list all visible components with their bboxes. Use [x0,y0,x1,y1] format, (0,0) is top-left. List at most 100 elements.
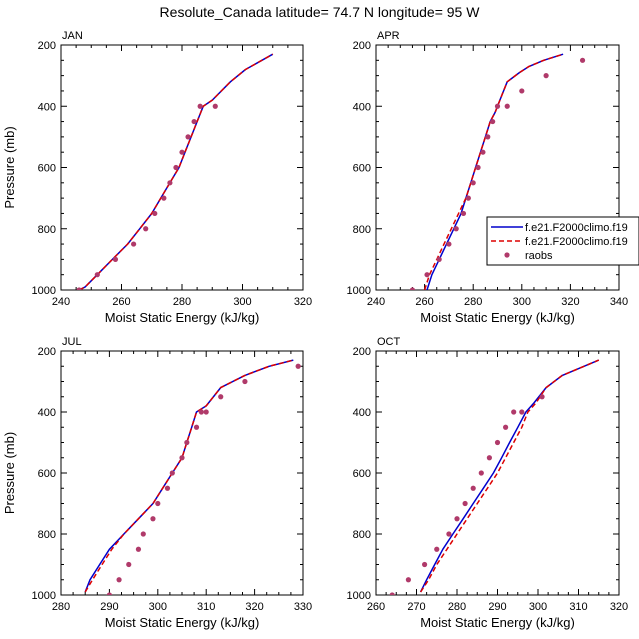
x-tick-label: 240 [52,296,70,308]
figure-title: Resolute_Canada latitude= 74.7 N longitu… [160,4,481,20]
series-group [76,53,274,290]
x-tick-label: 290 [100,601,118,613]
panel-jul: 280 290 300 310 320 330 200 400 600 800 1000 Moist … [2,336,312,630]
y-tick-label: 600 [353,468,371,480]
raob-point [295,363,301,369]
legend: f.e21.F2000climo.f19 f.e21.F2000climo.f19… [486,216,639,266]
series-line-dashed [78,53,274,290]
raob-point [424,272,430,278]
raob-point [198,409,204,415]
y-tick-label: 800 [38,224,56,236]
raob-point [480,149,486,155]
y-tick-label: 600 [353,163,371,175]
x-tick-label: 280 [464,296,482,308]
x-tick-label: 300 [513,296,531,308]
raob-point [112,256,119,262]
x-tick-label: 270 [407,601,425,613]
raob-point [453,226,459,232]
y-tick-label: 400 [38,407,56,419]
raob-point [494,103,501,109]
series-line-dashed [419,359,600,593]
y-tick-label: 1000 [347,285,371,297]
x-tick-label: 280 [52,601,70,613]
raob-point [161,195,167,201]
raob-point [446,531,452,537]
raob-point [490,118,496,125]
raob-point [389,592,395,595]
series-group [389,359,600,595]
raob-point [179,455,185,461]
x-tick-label: 320 [245,601,263,613]
x-axis-label: Moist Static Energy (kJ/kg) [420,310,575,325]
y-tick-label: 1000 [32,590,56,602]
x-tick-label: 320 [294,296,312,308]
panel-label: JUL [62,336,82,348]
legend-box [486,216,639,266]
series-group [409,53,586,290]
raob-point [179,149,185,155]
raob-point [126,561,132,568]
x-tick-label: 240 [367,296,385,308]
raob-point [460,210,467,217]
x-tick-label: 260 [367,601,385,613]
panel-label: APR [377,30,400,42]
series-line-solid [419,359,600,593]
y-tick-label: 400 [353,101,371,113]
y-tick-label: 400 [353,407,371,419]
plot-frame [60,44,304,291]
raob-point [184,439,190,446]
y-axis-label: Pressure (mb) [2,126,17,208]
raob-point [218,394,224,400]
series-group [84,359,301,595]
plot-frame [60,350,304,596]
x-tick-label: 280 [173,296,191,308]
raob-point [409,287,416,290]
raob-point [462,500,468,507]
y-tick-label: 200 [353,346,371,358]
raob-point [478,470,484,476]
raob-point [470,180,476,186]
raob-point [519,88,525,94]
x-tick-label: 310 [569,601,587,613]
raob-point [150,516,156,522]
x-tick-label: 280 [448,601,466,613]
raob-point [504,103,510,109]
x-tick-label: 330 [294,601,312,613]
raob-point [511,409,517,415]
x-tick-label: 300 [149,601,167,613]
raob-point [197,103,203,109]
raob-point [203,409,209,415]
x-tick-label: 340 [610,296,628,308]
y-tick-label: 800 [353,224,371,236]
raob-point [155,500,161,507]
raob-point [185,134,191,140]
legend-label: f.e21.F2000climo.f19 [525,236,628,248]
x-axis-label: Moist Static Energy (kJ/kg) [420,615,575,630]
raob-point [116,577,122,583]
raob-point [543,73,549,79]
plot-frame [375,350,620,596]
raob-point [173,164,179,171]
x-tick-label: 300 [529,601,547,613]
raob-point [465,195,471,201]
x-axis-label: Moist Static Energy (kJ/kg) [105,615,260,630]
y-tick-label: 400 [38,101,56,113]
raob-point [242,378,248,385]
y-axis-label: Pressure (mb) [2,432,17,514]
y-tick-label: 200 [38,40,56,52]
x-tick-label: 290 [488,601,506,613]
y-tick-label: 800 [353,529,371,541]
panel-label: OCT [377,336,401,348]
raob-point [539,394,545,400]
panel-oct: 260 270 280 290 300 310 320 200 400 600 800 1000 Moi… [347,336,629,630]
x-tick-label: 310 [197,601,215,613]
x-tick-label: 260 [415,296,433,308]
raob-point [193,424,200,430]
x-tick-label: 320 [561,296,579,308]
y-tick-label: 200 [353,40,371,52]
x-tick-label: 320 [610,601,628,613]
panel-label: JAN [62,30,83,42]
raob-point [503,424,509,430]
panel-jan: 240 260 280 300 320 200 400 600 800 1000 Moist Sta… [2,30,312,325]
raob-point [475,164,481,171]
